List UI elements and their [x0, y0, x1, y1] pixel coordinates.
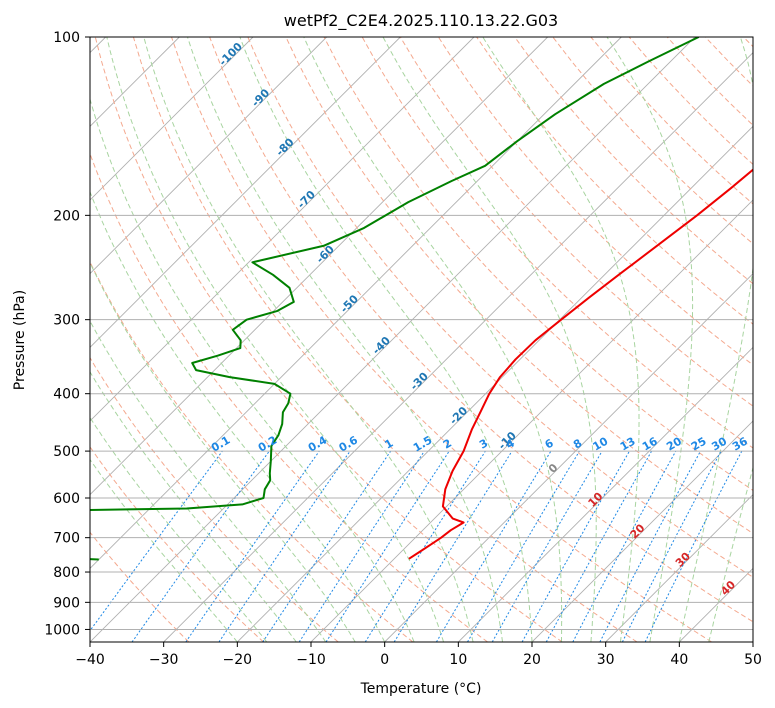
- moist-adiabat-line: [106, 37, 445, 642]
- y-tick-label: 300: [53, 313, 80, 329]
- x-tick-label: 20: [523, 652, 541, 668]
- mixing-ratio-line: [325, 450, 450, 642]
- dry-adiabat-line: [209, 37, 753, 623]
- temperature-profile-line: [408, 168, 753, 560]
- moist-adiabat-line: [90, 416, 268, 642]
- y-tick-label: 700: [53, 531, 80, 547]
- isotherm-line: [90, 37, 327, 275]
- dry-adiabat-line: [514, 37, 753, 285]
- x-tick-label: 10: [449, 652, 467, 668]
- isotherm-line: [237, 125, 753, 642]
- x-tick-label: 40: [670, 652, 688, 668]
- dry-adiabat-line: [90, 531, 190, 642]
- pressure-grid: [90, 37, 753, 630]
- y-tick-label: 600: [53, 491, 80, 507]
- isotherm-line: [90, 37, 696, 642]
- moist-adiabat-line: [382, 37, 597, 642]
- dry-adiabat-line: [90, 260, 414, 642]
- isotherm-line: [384, 273, 753, 642]
- y-tick-label: 900: [53, 595, 80, 611]
- mixing-ratio-line: [393, 450, 513, 642]
- mixing-ratio-line: [644, 450, 743, 642]
- dry-adiabat-line: [247, 37, 753, 578]
- moist-adiabat-line: [90, 320, 327, 642]
- dry-adiabat-line: [90, 152, 488, 642]
- background-lines: [90, 37, 753, 642]
- mixing-ratio-line: [131, 450, 270, 642]
- dry-adiabat-line: [399, 37, 753, 407]
- moist-adiabat-line: [187, 37, 503, 642]
- moist-adiabat-line: [90, 458, 238, 642]
- moist-adiabat-line: [143, 37, 474, 642]
- y-tick-label: 400: [53, 387, 80, 403]
- isotherm-line: [531, 420, 753, 642]
- dry-adiabat-line: [285, 37, 753, 535]
- isotherm-line: [90, 37, 475, 422]
- isotherm-line: [163, 52, 753, 642]
- moist-adiabat-line: [708, 465, 753, 642]
- x-tick-label: −40: [75, 652, 105, 668]
- mixing-ratio-line: [298, 450, 425, 642]
- y-tick-label: 100: [53, 30, 80, 46]
- x-tick-label: −30: [149, 652, 179, 668]
- x-tick-label: −20: [223, 652, 253, 668]
- dry-adiabat-line: [361, 37, 753, 449]
- moist-adiabat-line: [606, 37, 694, 642]
- dry-adiabat-line: [171, 37, 712, 642]
- y-tick-label: 1000: [44, 622, 80, 638]
- isotherm-line: [90, 37, 401, 348]
- moist-adiabat-line: [482, 37, 640, 642]
- dry-adiabat-line: [90, 446, 264, 642]
- dry-adiabat-line: [132, 37, 638, 642]
- moist-adiabat-line: [90, 190, 386, 642]
- mixing-ratio-line: [545, 450, 653, 642]
- isotherm-line: [90, 37, 254, 201]
- y-tick-label: 200: [53, 208, 80, 224]
- axes: −40 −30 −20 −10 0 10 20 30 40 50 100 200 300 400 500 60…: [44, 30, 762, 668]
- series-layer: [90, 37, 753, 561]
- moist-adiabat-line: [678, 37, 753, 642]
- x-tick-label: −10: [296, 652, 326, 668]
- plot-frame: [89, 36, 754, 643]
- moist-adiabat-line: [239, 37, 533, 642]
- mixing-ratio-line: [218, 450, 351, 642]
- isotherm-line: [605, 494, 753, 642]
- y-tick-label: 500: [53, 444, 80, 460]
- moist-adiabat-line: [303, 37, 563, 642]
- x-axis-title: Temperature (°C): [360, 681, 482, 697]
- dry-adiabat-line: [437, 37, 753, 366]
- mixing-ratio-line: [90, 450, 223, 632]
- dry-adiabat-line: [94, 37, 563, 642]
- isotherm-line: [90, 37, 548, 496]
- dry-adiabat-line: [90, 356, 339, 642]
- y-tick-label: 800: [53, 565, 80, 581]
- y-axis-title: Pressure (hPa): [12, 290, 28, 390]
- moist-adiabat-line: [90, 261, 356, 642]
- isotherm-line: [458, 346, 753, 642]
- x-tick-label: 50: [744, 652, 762, 668]
- chart-title: wetPf2_C2E4.2025.110.13.22.G03: [284, 11, 558, 31]
- dry-adiabat-line: [323, 37, 753, 491]
- dewpoint-profile-line: [90, 37, 700, 561]
- x-tick-label: 30: [597, 652, 615, 668]
- x-tick-label: 0: [380, 652, 389, 668]
- mixing-ratio-line: [572, 450, 677, 642]
- mixing-ratio-line: [185, 450, 320, 642]
- mixing-ratio-line: [521, 450, 630, 642]
- mixing-ratio-line: [491, 450, 603, 642]
- mixing-ratio-line: [621, 450, 722, 642]
- mixing-ratio-line: [262, 450, 392, 642]
